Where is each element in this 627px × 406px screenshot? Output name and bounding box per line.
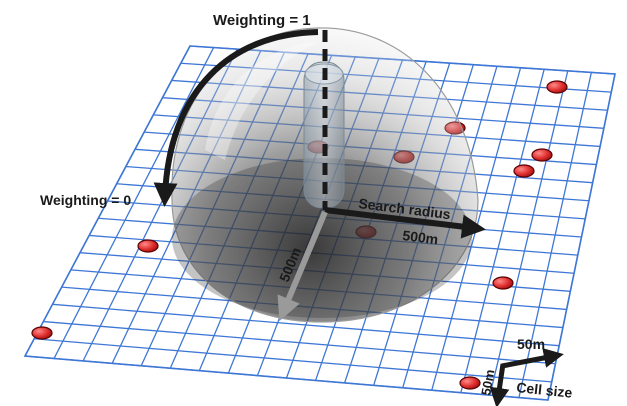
event-point [459, 376, 481, 390]
cell-arrow-y [489, 363, 510, 406]
grid-line [547, 73, 616, 401]
cell-y-label: 50m [478, 368, 497, 396]
event-point [513, 164, 535, 178]
radius-x-label: 500m [402, 227, 439, 247]
event-point [137, 239, 159, 253]
search-radius-arrow-x [324, 207, 486, 239]
weighting-zero-label: Weighting = 0 [40, 192, 131, 208]
event-point [546, 80, 568, 94]
dome-highlight [205, 42, 318, 160]
cell-size-label: Cell size [516, 379, 574, 401]
dome-base-shadow [172, 158, 472, 318]
cell-size-arrows [489, 348, 564, 406]
search-radius-arrow-y [277, 210, 328, 322]
grid-line [518, 72, 593, 398]
event-point [31, 326, 53, 340]
event-point [531, 148, 553, 162]
grid-line [489, 70, 569, 396]
cell-arrow-x [501, 348, 564, 369]
grid-line [24, 355, 549, 401]
weighting-curve-arrow [153, 29, 319, 207]
event-point [492, 276, 514, 290]
grid-line [43, 320, 556, 365]
grid-line [52, 303, 560, 347]
radius-axes [277, 30, 486, 322]
cell-x-label: 50m [517, 336, 545, 352]
weighting-one-label: Weighting = 1 [213, 12, 311, 29]
grid-line [34, 338, 552, 383]
